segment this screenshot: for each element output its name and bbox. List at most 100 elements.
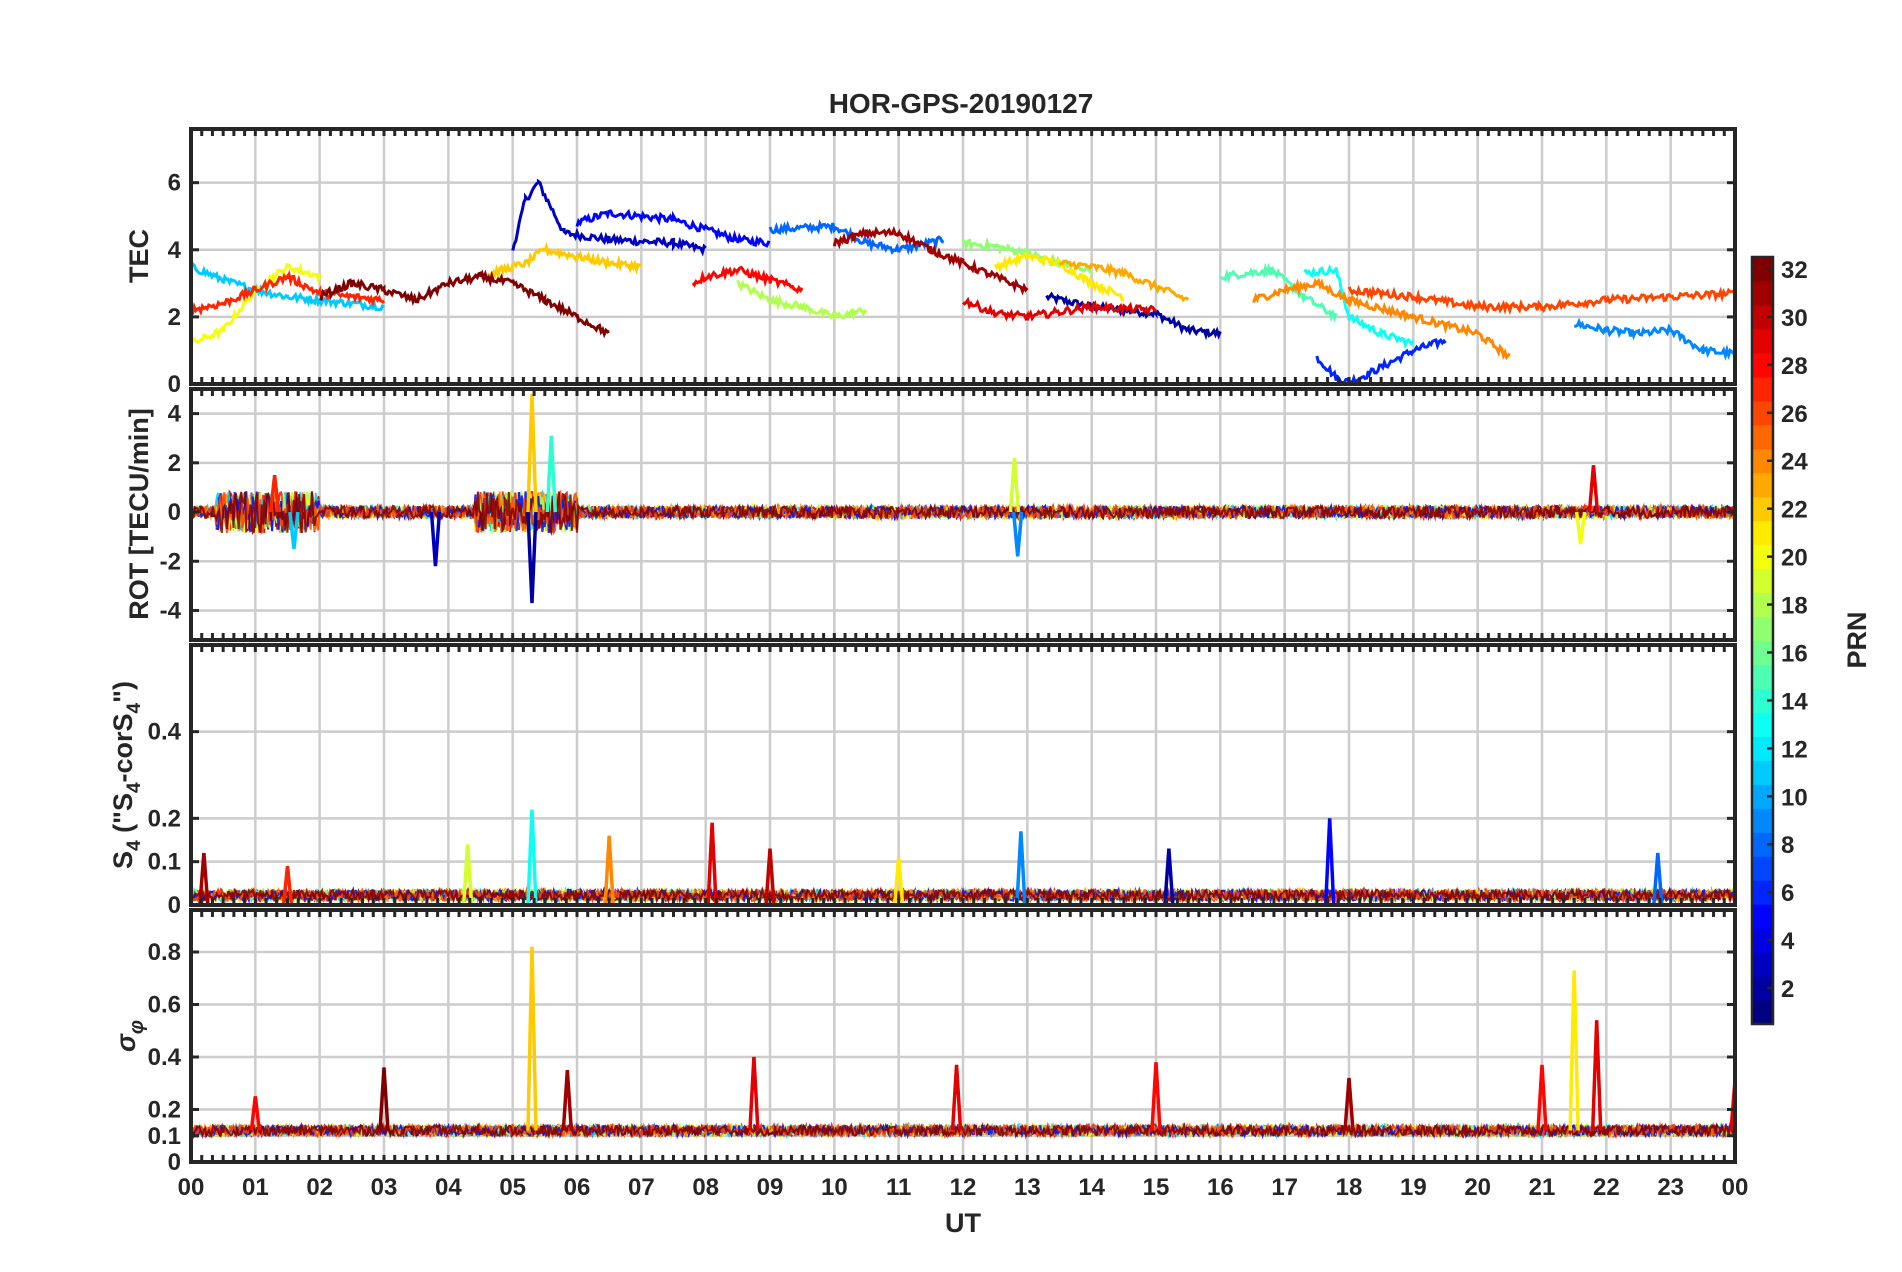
colorbar-swatch [1752,400,1773,426]
y-axis-label-s4: S4 ("S4-corS4") [108,681,145,869]
tec-series-prn-22 [480,241,643,281]
x-tick-label: 18 [1336,1174,1363,1201]
s4-spike-prn-9 [1015,831,1027,905]
rot-spike-prn-19 [1008,457,1021,513]
x-tick-label: 11 [886,1174,911,1201]
colorbar-swatch [1752,1000,1773,1025]
y-tick-label: 0.6 [148,992,181,1019]
colorbar-swatch [1752,928,1773,953]
s4-spike-prn-13 [526,809,538,905]
colorbar-swatch [1752,664,1773,690]
rot-spike-prn-9 [1011,511,1024,557]
tec-series-prn-15 [1220,262,1338,323]
colorbar-swatch [1752,280,1773,306]
y-tick-label: 0 [168,371,181,398]
rot-spike-prn-20 [1574,511,1587,545]
data-layer [191,393,1735,604]
sigma-spike-prn-29 [748,1056,760,1131]
y-tick-label: 4 [168,237,182,264]
rot-spike-prn-29 [1587,465,1600,513]
colorbar-swatch [1752,448,1773,474]
tec-series-prn-32 [319,269,610,339]
sigma-noise-prn-26 [191,1121,1735,1140]
x-tick-label: 14 [1078,1174,1105,1201]
sigma-spike-prn-29 [950,1064,963,1131]
colorbar-swatch [1752,736,1773,761]
y-tick-label: 0 [168,892,181,919]
x-tick-label: 17 [1271,1174,1298,1201]
y-tick-label: -4 [160,597,182,624]
s4-spike-prn-31 [198,852,210,905]
colorbar-tick-label: 12 [1781,736,1808,763]
colorbar-tick-label: 28 [1781,353,1808,380]
x-tick-label: 09 [757,1174,784,1201]
colorbar-tick-label: 20 [1781,545,1808,572]
panel-sigma: 00.10.2 0.4 0.6 0.8 σφ [111,908,1737,1176]
colorbar-tick-label: 10 [1781,784,1808,811]
colorbar-swatch [1752,328,1773,354]
x-tick-label: 05 [499,1174,526,1201]
colorbar-swatch [1752,592,1773,618]
tec-series-prn-21 [993,251,1125,302]
y-tick-label: -2 [160,548,181,575]
s4-spike-prn-29 [706,822,718,905]
colorbar-swatch [1752,496,1773,522]
y-tick-label: 0 [168,499,181,526]
rot-spike-prn-2 [526,511,538,604]
colorbar-frame [1750,255,1775,1026]
y-tick-label: 0 [168,1149,181,1176]
rot-spike-prn-27 [268,474,281,513]
tec-series-prn-3 [511,178,707,257]
x-tick-label: 21 [1529,1174,1556,1201]
x-tick-label: 04 [435,1174,462,1201]
sigma-spike-prn-32 [378,1067,390,1131]
y-tick-label: 0.2 [148,805,181,832]
x-tick-label: 08 [692,1174,719,1201]
colorbar-swatch [1752,568,1773,594]
y-axis-label-sigma: σφ [111,1020,148,1052]
tec-series-prn-6 [1315,338,1447,384]
sigma-spike-prn-21 [1568,970,1580,1131]
colorbar-label: PRN [1842,611,1872,668]
s4-spike-prn-19 [461,844,474,905]
colorbar-swatch [1752,712,1773,737]
colorbar-swatch [1752,616,1773,642]
s4-spike-prn-21 [892,857,905,905]
s4-spike-prn-8 [1652,852,1664,905]
tec-series-prn-31 [832,225,1029,296]
colorbar-swatch [1752,688,1773,714]
y-tick-label: 6 [168,170,181,197]
sigma-spike-prn-22 [526,946,538,1131]
tec-series-prn-24 [1252,277,1511,361]
y-tick-label: 4 [168,401,182,428]
colorbar-tick-label: 22 [1781,497,1808,524]
s4-spike-prn-5 [1323,818,1336,905]
colorbar-swatch [1752,472,1773,498]
rot-noise-prn-32 [191,491,1735,536]
colorbar-swatch [1752,376,1773,402]
x-tick-label: 19 [1400,1174,1427,1201]
figure-title: HOR-GPS-20190127 [829,88,1094,119]
tec-series-prn-27 [191,269,386,316]
panel-rot: -4 -2 0 2 4 ROT [TECU/min] [124,387,1737,642]
sigma-spike-prn-31 [561,1070,574,1131]
x-tick-label: 00 [178,1174,205,1201]
tec-series-prn-13 [1303,264,1415,350]
colorbar-swatch [1752,856,1773,881]
y-tick-label: 0.4 [148,1044,182,1071]
x-tick-label: 15 [1143,1174,1170,1201]
colorbar-swatch [1752,760,1773,785]
colorbar-swatch [1752,952,1773,977]
x-tick-label: 16 [1207,1174,1234,1201]
y-axis-label-rot: ROT [TECU/min] [124,408,154,619]
colorbar-swatch [1752,904,1773,929]
colorbar-tick-label: 2 [1781,976,1794,1003]
colorbar-swatch [1752,784,1773,809]
colorbar-swatch [1752,808,1773,833]
sigma-spike-prn-29 [1729,1080,1735,1131]
colorbar-swatch [1752,352,1773,378]
rot-spike-prn-22 [526,393,538,513]
x-tick-label: 23 [1657,1174,1684,1201]
sigma-spike-prn-28 [1536,1064,1548,1131]
